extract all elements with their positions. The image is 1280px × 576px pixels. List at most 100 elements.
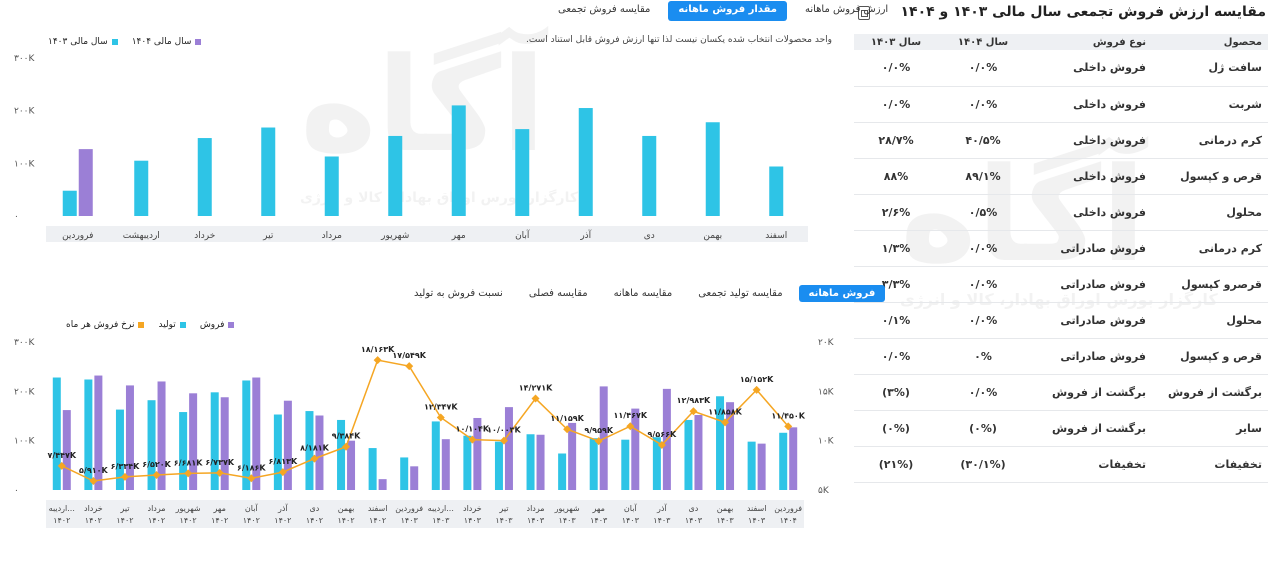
rate-point[interactable] [468, 435, 477, 444]
rate-point[interactable] [405, 362, 414, 371]
rate-point[interactable] [57, 461, 66, 470]
bar-1403[interactable] [197, 138, 212, 216]
bar-production[interactable] [589, 438, 598, 490]
bar-production[interactable] [84, 379, 93, 490]
bar-1403[interactable] [515, 129, 530, 216]
tab-top-2[interactable]: مقایسه فروش تجمعی [558, 4, 651, 15]
bar-sales[interactable] [726, 402, 735, 490]
tab-bottom-2[interactable]: مقایسه ماهانه [613, 288, 673, 299]
rate-point[interactable] [594, 437, 603, 446]
bar-production[interactable] [147, 400, 156, 490]
rate-point[interactable] [184, 469, 193, 478]
bar-production[interactable] [115, 409, 124, 490]
bar-sales[interactable] [410, 466, 419, 490]
bar-production[interactable] [621, 439, 630, 490]
tab-top-0[interactable]: ارزش فروش ماهانه [804, 4, 889, 15]
bar-1404[interactable] [78, 149, 93, 216]
bar-production[interactable] [210, 392, 219, 490]
bar-production[interactable] [273, 414, 282, 490]
rate-point[interactable] [215, 468, 224, 477]
bar-production[interactable] [400, 457, 409, 490]
bar-production[interactable] [558, 453, 567, 490]
rate-point[interactable] [152, 471, 161, 480]
bar-1403[interactable] [388, 135, 403, 216]
bar-1403[interactable] [451, 105, 466, 216]
bar-sales[interactable] [378, 479, 387, 490]
rate-point[interactable] [531, 394, 540, 403]
bar-production[interactable] [179, 412, 188, 490]
bar-production[interactable] [652, 437, 661, 490]
bar-sales[interactable] [694, 415, 703, 490]
rate-data-label: ۵/۹۱۰K [79, 466, 108, 475]
bar-production[interactable] [242, 380, 251, 490]
legend-item-production[interactable]: تولید [158, 320, 186, 330]
bar-sales[interactable] [568, 422, 577, 490]
rate-point[interactable] [89, 477, 98, 486]
bar-production[interactable] [494, 441, 503, 490]
bar-production[interactable] [716, 396, 725, 490]
legend-item-1404[interactable]: سال مالی ۱۴۰۴ [132, 37, 202, 47]
bar-production[interactable] [526, 434, 535, 490]
bar-sales[interactable] [473, 417, 482, 490]
bar-production[interactable] [747, 441, 756, 490]
rate-point[interactable] [721, 418, 730, 427]
rate-point[interactable] [310, 454, 319, 463]
tab-bottom-1[interactable]: مقایسه تولید تجمعی [698, 288, 783, 299]
bar-sales[interactable] [631, 408, 640, 490]
legend-item-1403[interactable]: سال مالی ۱۴۰۳ [48, 37, 118, 47]
rate-point[interactable] [784, 422, 793, 431]
bar-sales[interactable] [789, 427, 798, 490]
bar-sales[interactable] [252, 377, 261, 490]
bar-sales[interactable] [94, 375, 103, 490]
bar-production[interactable] [368, 448, 377, 490]
rate-point[interactable] [247, 474, 256, 483]
bar-production[interactable] [463, 435, 472, 490]
bar-sales[interactable] [347, 440, 356, 490]
bar-sales[interactable] [315, 415, 324, 490]
bar-sales[interactable] [757, 443, 766, 490]
rate-point[interactable] [373, 356, 382, 365]
rate-point[interactable] [499, 436, 508, 445]
rate-point[interactable] [436, 413, 445, 422]
bar-production[interactable] [779, 432, 788, 490]
rate-point[interactable] [689, 407, 698, 416]
bar-sales[interactable] [62, 410, 71, 490]
bar-production[interactable] [684, 419, 693, 490]
bar-sales[interactable] [283, 400, 292, 490]
rate-point[interactable] [120, 472, 129, 481]
tab-top-1[interactable]: مقدار فروش ماهانه [668, 1, 787, 21]
tab-bottom-4[interactable]: نسبت فروش به تولید [414, 288, 503, 299]
bar-1403[interactable] [134, 160, 149, 216]
bar-1403[interactable] [642, 135, 657, 216]
bar-sales[interactable] [504, 407, 513, 490]
bar-1403[interactable] [769, 166, 784, 216]
legend-item-monthly-rate[interactable]: نرخ فروش هر ماه [66, 320, 145, 330]
rate-point[interactable] [657, 440, 666, 449]
bar-sales[interactable] [441, 439, 450, 490]
bar-production[interactable] [52, 377, 61, 490]
bar-1403[interactable] [62, 190, 77, 216]
rate-point[interactable] [342, 442, 351, 451]
bar-1403[interactable] [261, 127, 276, 216]
bar-production[interactable] [337, 419, 346, 490]
bar-sales[interactable] [157, 381, 166, 490]
rate-point[interactable] [563, 425, 572, 434]
bar-production[interactable] [305, 411, 314, 490]
bar-sales[interactable] [536, 434, 545, 490]
bar-1403[interactable] [705, 122, 720, 216]
legend-item-sales[interactable]: فروش [200, 320, 235, 330]
cell-year-1404: ۰/۰% [938, 50, 1028, 87]
bar-sales[interactable] [189, 393, 198, 490]
excel-export-icon[interactable] [858, 6, 870, 20]
bar-sales[interactable] [125, 385, 134, 490]
rate-point[interactable] [278, 468, 287, 477]
rate-point[interactable] [626, 422, 635, 431]
tab-bottom-3[interactable]: مقایسه فصلی [528, 288, 588, 299]
tab-bottom-0[interactable]: فروش ماهانه [798, 285, 886, 302]
bar-1403[interactable] [578, 108, 593, 216]
bar-sales[interactable] [220, 397, 229, 490]
bar-1403[interactable] [324, 156, 339, 216]
bar-production[interactable] [431, 421, 440, 490]
x-tick-label: اسفند [765, 231, 787, 241]
rate-point[interactable] [752, 385, 761, 394]
